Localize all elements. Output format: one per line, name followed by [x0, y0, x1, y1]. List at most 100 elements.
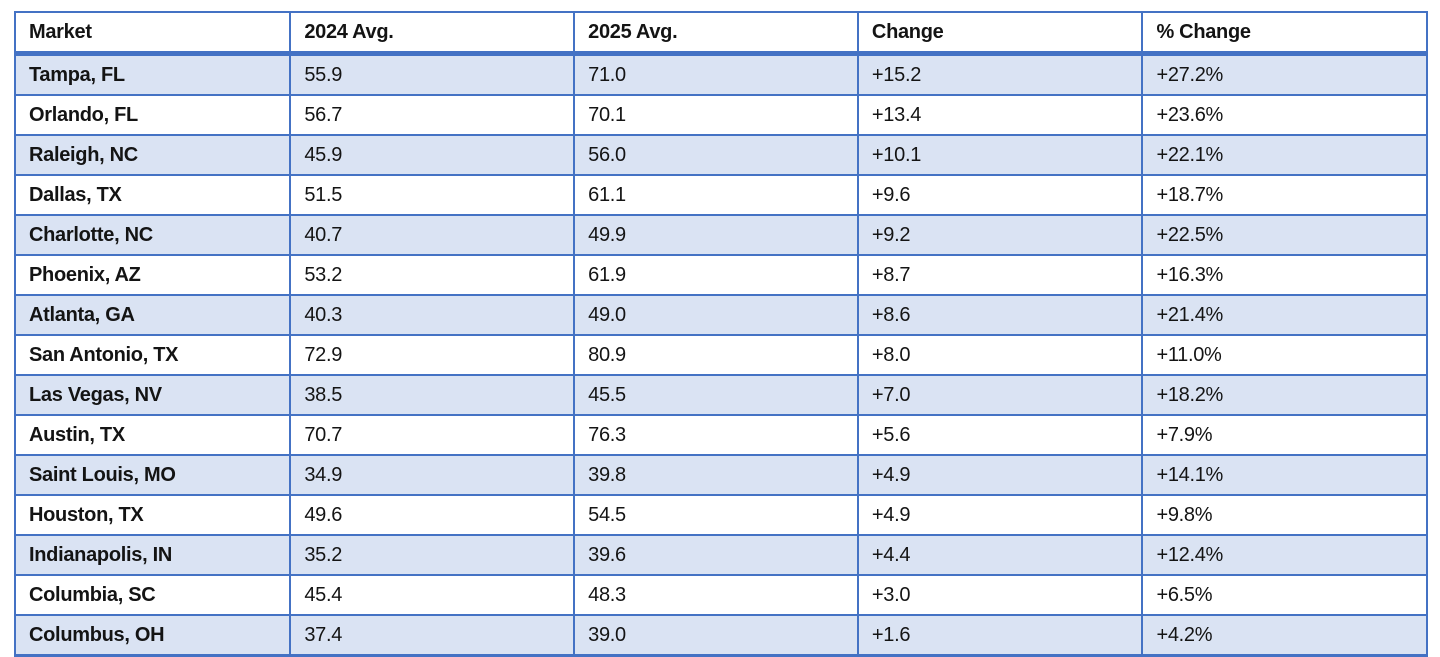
- cell-2025-avg: 61.9: [573, 254, 859, 296]
- column-header-pct-change: % Change: [1141, 11, 1428, 56]
- cell-2025-avg: 76.3: [573, 414, 859, 456]
- table-row: Saint Louis, MO 34.9 39.8 +4.9 +14.1%: [13, 454, 1428, 496]
- cell-2025-avg: 61.1: [573, 174, 859, 216]
- cell-pct-change: +23.6%: [1141, 94, 1428, 136]
- cell-pct-change: +18.7%: [1141, 174, 1428, 216]
- column-header-2024-avg: 2024 Avg.: [289, 11, 576, 56]
- column-header-2025-avg: 2025 Avg.: [573, 11, 859, 56]
- cell-change: +1.6: [856, 614, 1144, 657]
- cell-change: +15.2: [856, 52, 1144, 96]
- cell-change: +13.4: [856, 94, 1144, 136]
- cell-market: Dallas, TX: [13, 174, 292, 216]
- cell-pct-change: +18.2%: [1141, 374, 1428, 416]
- cell-market: Charlotte, NC: [13, 214, 292, 256]
- cell-2025-avg: 49.0: [573, 294, 859, 336]
- cell-pct-change: +4.2%: [1141, 614, 1428, 657]
- cell-2024-avg: 49.6: [289, 494, 576, 536]
- cell-2025-avg: 39.8: [573, 454, 859, 496]
- cell-2025-avg: 80.9: [573, 334, 859, 376]
- page: Market 2024 Avg. 2025 Avg. Change % Chan…: [13, 11, 1428, 657]
- cell-2024-avg: 45.4: [289, 574, 576, 616]
- cell-2024-avg: 35.2: [289, 534, 576, 576]
- table-row: Atlanta, GA 40.3 49.0 +8.6 +21.4%: [13, 294, 1428, 336]
- cell-pct-change: +6.5%: [1141, 574, 1428, 616]
- cell-2025-avg: 54.5: [573, 494, 859, 536]
- cell-2025-avg: 39.0: [573, 614, 859, 657]
- table-row: Raleigh, NC 45.9 56.0 +10.1 +22.1%: [13, 134, 1428, 176]
- cell-market: Austin, TX: [13, 414, 292, 456]
- cell-2024-avg: 51.5: [289, 174, 576, 216]
- cell-2024-avg: 55.9: [289, 52, 576, 96]
- cell-2024-avg: 37.4: [289, 614, 576, 657]
- cell-2024-avg: 38.5: [289, 374, 576, 416]
- cell-2024-avg: 34.9: [289, 454, 576, 496]
- cell-change: +8.0: [856, 334, 1144, 376]
- cell-change: +4.9: [856, 454, 1144, 496]
- cell-2025-avg: 70.1: [573, 94, 859, 136]
- cell-pct-change: +22.5%: [1141, 214, 1428, 256]
- cell-change: +4.9: [856, 494, 1144, 536]
- cell-2025-avg: 45.5: [573, 374, 859, 416]
- table-row: Phoenix, AZ 53.2 61.9 +8.7 +16.3%: [13, 254, 1428, 296]
- table-row: Austin, TX 70.7 76.3 +5.6 +7.9%: [13, 414, 1428, 456]
- cell-2024-avg: 72.9: [289, 334, 576, 376]
- cell-market: Indianapolis, IN: [13, 534, 292, 576]
- cell-change: +10.1: [856, 134, 1144, 176]
- cell-market: Raleigh, NC: [13, 134, 292, 176]
- cell-2024-avg: 40.7: [289, 214, 576, 256]
- header-row: Market 2024 Avg. 2025 Avg. Change % Chan…: [13, 11, 1428, 56]
- cell-pct-change: +9.8%: [1141, 494, 1428, 536]
- cell-change: +9.6: [856, 174, 1144, 216]
- table-row: Dallas, TX 51.5 61.1 +9.6 +18.7%: [13, 174, 1428, 216]
- cell-market: Columbia, SC: [13, 574, 292, 616]
- cell-market: Atlanta, GA: [13, 294, 292, 336]
- cell-pct-change: +11.0%: [1141, 334, 1428, 376]
- cell-change: +4.4: [856, 534, 1144, 576]
- cell-market: Phoenix, AZ: [13, 254, 292, 296]
- cell-market: Las Vegas, NV: [13, 374, 292, 416]
- cell-change: +8.7: [856, 254, 1144, 296]
- cell-2025-avg: 39.6: [573, 534, 859, 576]
- cell-change: +5.6: [856, 414, 1144, 456]
- cell-2024-avg: 56.7: [289, 94, 576, 136]
- cell-market: Houston, TX: [13, 494, 292, 536]
- table-row: Charlotte, NC 40.7 49.9 +9.2 +22.5%: [13, 214, 1428, 256]
- cell-change: +3.0: [856, 574, 1144, 616]
- table-row: San Antonio, TX 72.9 80.9 +8.0 +11.0%: [13, 334, 1428, 376]
- table-row: Columbia, SC 45.4 48.3 +3.0 +6.5%: [13, 574, 1428, 616]
- table-header: Market 2024 Avg. 2025 Avg. Change % Chan…: [13, 11, 1428, 56]
- market-comparison-table: Market 2024 Avg. 2025 Avg. Change % Chan…: [13, 11, 1428, 657]
- cell-2025-avg: 56.0: [573, 134, 859, 176]
- column-header-change: Change: [856, 11, 1144, 56]
- cell-pct-change: +16.3%: [1141, 254, 1428, 296]
- cell-market: Columbus, OH: [13, 614, 292, 657]
- table-row: Orlando, FL 56.7 70.1 +13.4 +23.6%: [13, 94, 1428, 136]
- cell-2024-avg: 40.3: [289, 294, 576, 336]
- table-row: Tampa, FL 55.9 71.0 +15.2 +27.2%: [13, 52, 1428, 96]
- cell-2025-avg: 49.9: [573, 214, 859, 256]
- table-row: Las Vegas, NV 38.5 45.5 +7.0 +18.2%: [13, 374, 1428, 416]
- cell-2025-avg: 71.0: [573, 52, 859, 96]
- cell-market: Saint Louis, MO: [13, 454, 292, 496]
- cell-pct-change: +22.1%: [1141, 134, 1428, 176]
- table-row: Columbus, OH 37.4 39.0 +1.6 +4.2%: [13, 614, 1428, 657]
- cell-2024-avg: 45.9: [289, 134, 576, 176]
- table-row: Indianapolis, IN 35.2 39.6 +4.4 +12.4%: [13, 534, 1428, 576]
- cell-change: +9.2: [856, 214, 1144, 256]
- cell-change: +7.0: [856, 374, 1144, 416]
- cell-change: +8.6: [856, 294, 1144, 336]
- table-row: Houston, TX 49.6 54.5 +4.9 +9.8%: [13, 494, 1428, 536]
- cell-market: Orlando, FL: [13, 94, 292, 136]
- cell-2024-avg: 70.7: [289, 414, 576, 456]
- cell-market: Tampa, FL: [13, 52, 292, 96]
- cell-pct-change: +21.4%: [1141, 294, 1428, 336]
- column-header-market: Market: [13, 11, 292, 56]
- table-body: Tampa, FL 55.9 71.0 +15.2 +27.2% Orlando…: [13, 52, 1428, 657]
- cell-market: San Antonio, TX: [13, 334, 292, 376]
- cell-pct-change: +7.9%: [1141, 414, 1428, 456]
- cell-pct-change: +12.4%: [1141, 534, 1428, 576]
- cell-pct-change: +27.2%: [1141, 52, 1428, 96]
- cell-2024-avg: 53.2: [289, 254, 576, 296]
- cell-2025-avg: 48.3: [573, 574, 859, 616]
- cell-pct-change: +14.1%: [1141, 454, 1428, 496]
